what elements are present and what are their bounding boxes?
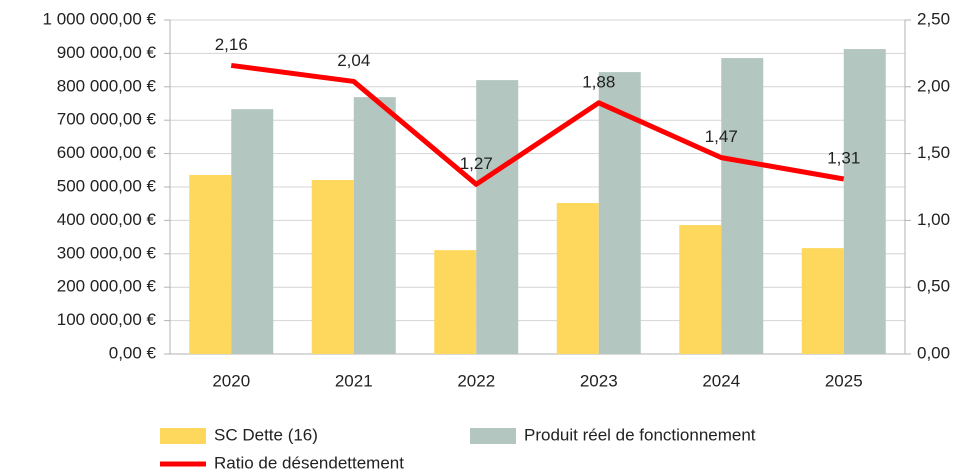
legend-label: Ratio de désendettement [214,453,404,472]
x-tick-label: 2024 [702,371,740,390]
x-tick-label: 2020 [212,371,250,390]
data-label: 1,31 [827,148,860,167]
y-tick-label: 200 000,00 € [57,277,157,296]
y-tick-label: 100 000,00 € [57,310,157,329]
y2-tick-label: 0,00 [917,343,950,362]
y-tick-label: 600 000,00 € [57,143,157,162]
data-label: 1,47 [705,127,738,146]
bar [189,174,232,354]
bar [556,203,599,354]
data-label: 2,04 [337,51,370,70]
x-tick-label: 2021 [335,371,373,390]
bar [353,97,396,355]
data-label: 1,27 [460,154,493,173]
line [230,62,845,187]
y2-tick-label: 0,50 [917,277,950,296]
y-tick-label: 900 000,00 € [57,43,157,62]
data-label: 1,88 [582,72,615,91]
x-tick-label: 2023 [580,371,618,390]
bar [231,109,274,354]
bar [843,49,886,355]
y2-tick-label: 1,00 [917,210,950,229]
legend-label: Produit réel de fonctionnement [524,425,756,444]
bar [801,248,844,354]
y2-tick-label: 2,00 [917,76,950,95]
x-tick-label: 2022 [457,371,495,390]
bar [721,58,764,355]
bar [679,225,722,354]
y-tick-label: 700 000,00 € [57,110,157,129]
legend-swatch [470,428,516,444]
y2-tick-label: 2,50 [917,9,950,28]
y2-tick-label: 1,50 [917,143,950,162]
bar [476,80,519,355]
bar [311,179,354,354]
y-tick-label: 400 000,00 € [57,210,157,229]
y-tick-label: 300 000,00 € [57,243,157,262]
legend-swatch [160,428,206,444]
bar [434,250,477,354]
legend-label: SC Dette (16) [214,425,318,444]
x-tick-label: 2025 [825,371,863,390]
y-tick-label: 800 000,00 € [57,76,157,95]
y-tick-label: 0,00 € [109,343,157,362]
y-tick-label: 500 000,00 € [57,176,157,195]
data-label: 2,16 [215,35,248,54]
y-tick-label: 1 000 000,00 € [43,9,157,28]
